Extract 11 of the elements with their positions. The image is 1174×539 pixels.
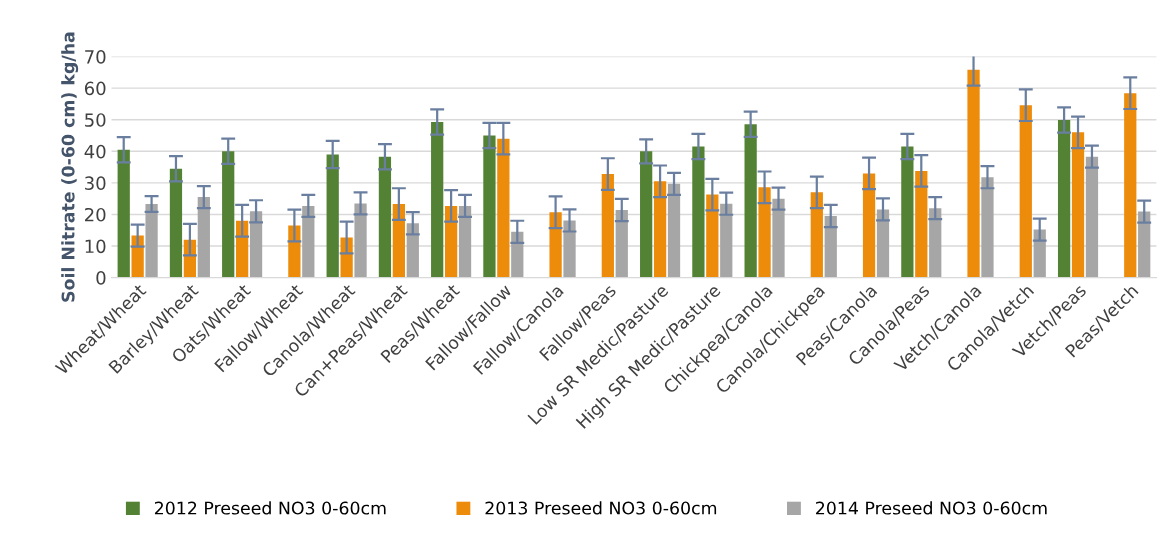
legend-label: 2012 Preseed NO3 0-60cm — [154, 501, 386, 515]
legend-label: 2013 Preseed NO3 0-60cm — [485, 501, 717, 515]
y-tick-label: 30 — [85, 176, 106, 190]
legend-label: 2014 Preseed NO3 0-60cm — [816, 501, 1047, 515]
y-tick-label: 60 — [84, 81, 106, 96]
y-tick-label: 70 — [85, 50, 106, 64]
y-tick-label: 40 — [84, 144, 106, 159]
y-tick-label: 50 — [85, 113, 106, 127]
y-tick-label: 0 — [96, 271, 106, 285]
y-tick-label: 10 — [85, 239, 106, 254]
y-tick-label: 20 — [85, 207, 106, 222]
